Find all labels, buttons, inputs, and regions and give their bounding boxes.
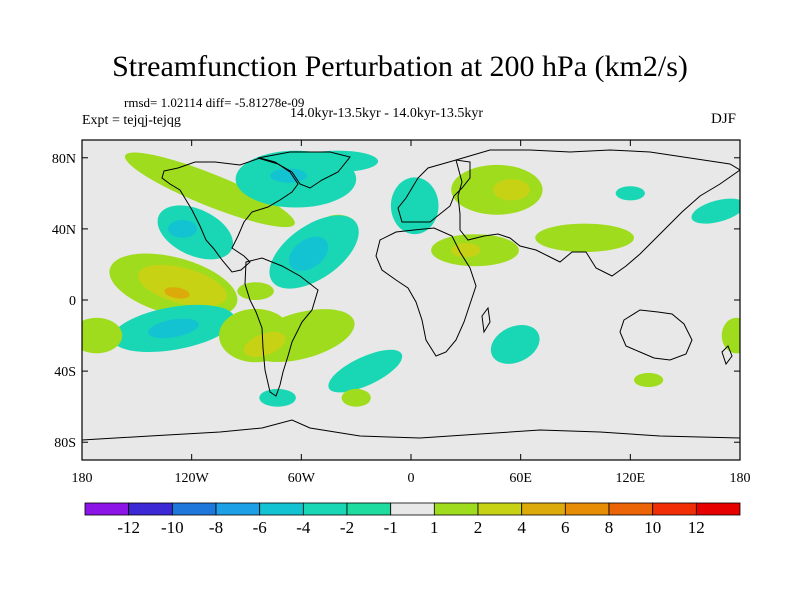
anomaly-region xyxy=(390,177,439,235)
x-tick-label: 180 xyxy=(730,471,751,486)
map-axes: 180 120W 60W 0 60E 120E 180 80N 40N 0 40S 80S xyxy=(52,140,751,486)
coastline-new-zealand xyxy=(721,345,733,366)
y-tick-label: 40N xyxy=(52,223,76,238)
coastline-africa xyxy=(375,227,477,357)
anomaly-region xyxy=(167,220,198,238)
colorbar-label: -4 xyxy=(296,518,311,537)
coastline-madagascar xyxy=(481,306,491,334)
anomaly-region xyxy=(297,150,379,172)
experiment-label: Expt = tejqj-tejqg xyxy=(82,113,181,128)
anomaly-region xyxy=(490,324,540,364)
anomaly-region xyxy=(451,243,481,258)
colorbar-label: 1 xyxy=(430,518,439,537)
colorbar-label: 12 xyxy=(688,518,705,537)
anomaly-region xyxy=(164,287,190,299)
colorbar-swatch xyxy=(564,502,610,516)
x-tick-label: 60E xyxy=(509,471,532,486)
anomaly-contours xyxy=(82,150,740,407)
colorbar-label: 8 xyxy=(605,518,614,537)
anomaly-region xyxy=(615,186,645,201)
anomaly-region xyxy=(148,318,199,339)
y-tick-label: 80S xyxy=(54,436,76,451)
colorbar-swatch xyxy=(695,502,741,516)
coastline-south-america xyxy=(244,257,319,397)
x-tick-label: 60W xyxy=(288,471,316,486)
x-tick-label: 0 xyxy=(408,471,415,486)
colorbar-swatch xyxy=(521,502,566,516)
x-tick-label: 120W xyxy=(175,471,210,486)
colorbar-swatch xyxy=(302,502,348,516)
anomaly-region xyxy=(243,331,286,357)
coastlines xyxy=(82,149,740,441)
anomaly-region xyxy=(138,264,227,307)
colorbar-label: -8 xyxy=(209,518,223,537)
anomaly-region xyxy=(259,388,296,407)
time-period-subtitle: 14.0kyr-13.5kyr - 14.0kyr-13.5kyr xyxy=(290,106,484,121)
colorbar-label: -12 xyxy=(117,518,140,537)
colorbar-label: -6 xyxy=(253,518,267,537)
anomaly-region xyxy=(634,372,664,388)
coastline-antarctica xyxy=(82,419,740,441)
y-tick-label: 0 xyxy=(69,294,76,309)
y-tick-label: 80N xyxy=(52,152,76,167)
colorbar-label: -2 xyxy=(340,518,354,537)
rmsd-stats: rmsd= 1.02114 diff= -5.81278e-09 xyxy=(124,95,305,110)
anomaly-region xyxy=(82,317,123,354)
coastline-australia xyxy=(619,309,693,361)
anomaly-region xyxy=(288,236,329,271)
colorbar-swatch xyxy=(608,502,654,516)
colorbar-swatch xyxy=(259,502,304,516)
colorbar-swatch xyxy=(171,502,217,516)
anomaly-region xyxy=(328,349,403,393)
colorbar-label: 6 xyxy=(561,518,570,537)
colorbar-swatch xyxy=(477,502,523,516)
anomaly-region xyxy=(237,282,274,300)
anomaly-region xyxy=(270,168,307,183)
coastline-europe xyxy=(397,159,471,223)
x-tick-label: 180 xyxy=(72,471,93,486)
anomaly-region xyxy=(124,152,295,228)
x-tick-label: 120E xyxy=(616,471,646,486)
anomaly-region xyxy=(721,317,740,354)
anomaly-region xyxy=(341,388,371,407)
colorbar-swatch xyxy=(346,502,392,516)
anomaly-region xyxy=(691,198,740,224)
anomaly-region xyxy=(535,223,634,252)
colorbar-label: 10 xyxy=(644,518,661,537)
colorbar-swatch xyxy=(652,502,697,516)
coastline-asia xyxy=(455,149,740,277)
anomaly-region xyxy=(493,179,530,201)
colorbar-swatch xyxy=(215,502,261,516)
y-tick-label: 40S xyxy=(54,365,76,380)
colorbar-swatch xyxy=(433,502,479,516)
colorbar-label: 2 xyxy=(474,518,483,537)
chart-title: Streamfunction Perturbation at 200 hPa (… xyxy=(112,50,688,83)
colorbar-label: -1 xyxy=(384,518,398,537)
colorbar-label: 4 xyxy=(517,518,526,537)
colorbar-swatch xyxy=(84,502,130,516)
colorbar-label: -10 xyxy=(161,518,184,537)
colorbar-swatch xyxy=(128,502,173,516)
colorbar: -12 -10 -8 -6 -4 -2 -1 1 2 4 6 8 10 12 xyxy=(84,502,741,537)
colorbar-swatch xyxy=(390,502,435,516)
season-label: DJF xyxy=(711,111,737,127)
coastline-greenland xyxy=(257,151,351,189)
coastline-north-america xyxy=(161,157,299,273)
